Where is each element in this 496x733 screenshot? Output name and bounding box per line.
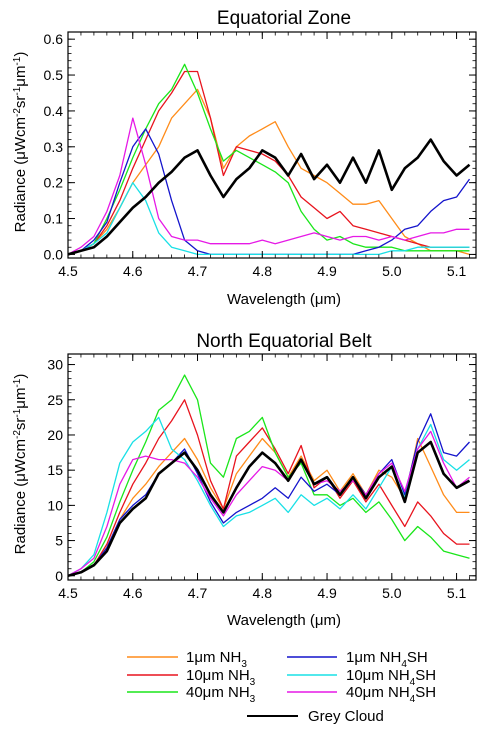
- legend-label: 1μm NH4SH: [346, 649, 428, 670]
- plot-area: 4.5 4.6 4.7 4.8 4.9 5.0 5.1 0.0 0.1 0.2 0.3 0.4 0.5 0…: [44, 31, 477, 279]
- y-tick-label: 0.1: [44, 211, 64, 227]
- legend-label: 40μm NH3: [186, 684, 256, 705]
- y-axis-label: Radiance (μWcm-2sr-1μm-1): [12, 374, 29, 555]
- legend-item: 1μm NH4SH: [287, 649, 428, 670]
- series-line-10-m-nh-: [68, 399, 470, 577]
- y-tick-label: 15: [47, 462, 63, 478]
- plot-area: 4.5 4.6 4.7 4.8 4.9 5.0 5.1 0 5 10 15 20 25 30: [47, 353, 477, 601]
- y-tick-label: 0.2: [44, 175, 64, 191]
- x-tick-label: 4.5: [58, 585, 78, 601]
- x-axis-label: Wavelength (μm): [227, 612, 341, 629]
- series-line-grey-cloud: [68, 138, 471, 256]
- y-tick-label: 0.4: [44, 103, 64, 119]
- series-line-40-m-nh-: [68, 374, 470, 577]
- x-tick-label: 4.8: [253, 585, 273, 601]
- legend-label: 10μm NH3: [186, 667, 256, 688]
- chart-north-equatorial-belt: North Equatorial Belt 4.5 4.6 4.7 4.8 4.9 5.0…: [12, 331, 477, 629]
- legend-item: 40μm NH3: [127, 684, 256, 705]
- y-tick-label: 0: [55, 568, 63, 584]
- x-axis-label: Wavelength (μm): [227, 291, 341, 308]
- y-tick-label: 0.3: [44, 139, 64, 155]
- y-tick-label: 25: [47, 392, 63, 408]
- x-tick-label: 5.1: [447, 585, 467, 601]
- legend-item: 10μm NH3: [127, 667, 256, 688]
- chart-equatorial-zone: Equatorial Zone 4.5 4.6 4.7 4.8 4.9 5.0 5.1 0.0…: [12, 8, 477, 308]
- y-tick-label: 0.0: [44, 246, 64, 262]
- series-line-1-m-nh-: [68, 88, 470, 256]
- y-tick-label: 10: [47, 497, 63, 513]
- series-line-grey-cloud: [68, 440, 471, 578]
- chart-title: North Equatorial Belt: [196, 331, 372, 352]
- y-axis-label: Radiance (μWcm-2sr-1μm-1): [12, 52, 29, 233]
- legend-item: 1μm NH3: [127, 649, 247, 670]
- x-tick-label: 4.7: [188, 585, 208, 601]
- legend-item: 10μm NH4SH: [287, 667, 436, 688]
- x-tick-label: 4.5: [58, 263, 78, 279]
- series-line-40-m-nh-sh: [68, 430, 470, 577]
- series-line-40-m-nh-sh: [68, 117, 470, 255]
- y-tick-label: 0.5: [44, 67, 64, 83]
- chart-title: Equatorial Zone: [217, 8, 351, 29]
- plot-frame: [67, 353, 477, 581]
- plot-frame: [67, 31, 477, 259]
- y-tick-label: 0.6: [44, 31, 64, 47]
- legend-item-grey-cloud: Grey Cloud: [247, 708, 384, 725]
- y-tick-label: 30: [47, 357, 63, 373]
- legend-label: 1μm NH3: [186, 649, 247, 670]
- y-tick-label: 5: [55, 533, 63, 549]
- x-tick-label: 4.6: [123, 585, 143, 601]
- series-line-10-m-nh-sh: [68, 182, 470, 256]
- legend-item: 40μm NH4SH: [287, 684, 436, 705]
- legend-label: 40μm NH4SH: [346, 684, 436, 705]
- legend-label: Grey Cloud: [308, 708, 384, 725]
- x-tick-label: 5.1: [447, 263, 467, 279]
- series-line-1-m-nh-sh: [68, 413, 470, 577]
- x-tick-label: 4.9: [317, 263, 337, 279]
- x-tick-label: 5.0: [382, 585, 402, 601]
- x-tick-label: 4.9: [317, 585, 337, 601]
- x-tick-label: 4.7: [188, 263, 208, 279]
- x-tick-label: 5.0: [382, 263, 402, 279]
- x-tick-label: 4.6: [123, 263, 143, 279]
- x-tick-label: 4.8: [253, 263, 273, 279]
- legend-label: 10μm NH4SH: [346, 667, 436, 688]
- y-tick-label: 20: [47, 427, 63, 443]
